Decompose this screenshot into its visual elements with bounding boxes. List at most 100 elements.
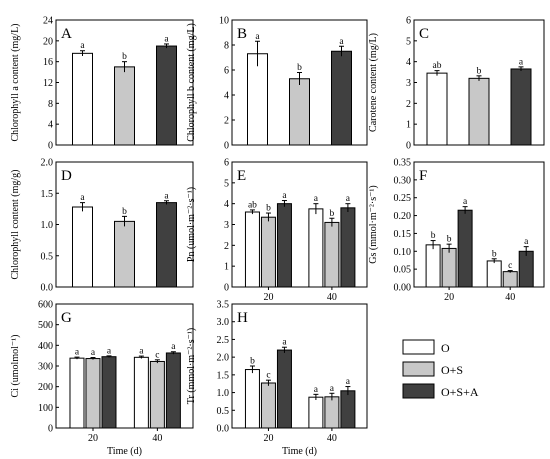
panel-letter: E (237, 168, 246, 184)
significance-letter: b (477, 66, 482, 76)
y-tick-label: 8 (48, 99, 53, 110)
panel-c: 0 1 2 3 4 5 6 Carotene content (mg/L) Cab b a (368, 16, 545, 152)
y-tick-label: 0.35 (394, 158, 412, 169)
bar (149, 360, 165, 429)
y-tick-label: 4 (224, 91, 229, 102)
significance-letter: a (463, 197, 468, 207)
panel-h: 0.0 0.5 1.0 1.5 2.0 2.5 3.0 3.5 Tr (mmol·m⁻²·s⁻¹… (186, 300, 368, 457)
panel-letter: C (419, 26, 429, 42)
bar (114, 220, 135, 288)
bar (468, 77, 490, 146)
y-tick-label: 2 (224, 116, 229, 127)
y-tick-label: 1.5 (41, 189, 54, 200)
y-tick-label: 2 (224, 241, 229, 252)
significance-letter: b (122, 52, 127, 62)
panel-letter: H (237, 310, 248, 326)
y-axis-label: Tr (mmol·m⁻²·s⁻¹) (186, 328, 197, 404)
y-tick-label: 100 (38, 403, 53, 414)
significance-letter: a (255, 32, 260, 42)
x-tick-label: 20 (263, 433, 273, 444)
y-tick-label: 16 (43, 57, 53, 68)
bar (340, 390, 356, 429)
significance-letter: c (155, 350, 159, 360)
y-tick-label: 0.15 (394, 229, 412, 240)
y-tick-label: 6 (224, 158, 229, 169)
bar (156, 45, 177, 146)
significance-letter: b (250, 357, 255, 367)
bar (510, 68, 532, 146)
y-tick-label: 1 (406, 120, 411, 131)
bar (156, 202, 177, 288)
significance-letter: c (508, 261, 512, 271)
bar (69, 357, 85, 429)
y-axis-label: Ci (umolmol⁻¹) (10, 335, 21, 398)
bar (518, 250, 534, 288)
x-axis-label: Time (d) (282, 446, 317, 457)
y-tick-label: 6 (406, 16, 411, 27)
significance-letter: a (519, 57, 524, 67)
y-tick-label: 5 (406, 36, 411, 47)
y-tick-label: 4 (224, 199, 229, 210)
y-tick-label: 0 (48, 141, 53, 152)
significance-letter: a (164, 34, 169, 44)
panel-letter: F (419, 168, 427, 184)
legend-swatch (402, 361, 435, 377)
significance-letter: b (297, 63, 302, 73)
y-tick-label: 0 (406, 141, 411, 152)
bar (276, 203, 292, 288)
significance-letter: a (171, 342, 176, 352)
legend-label: O+S (441, 363, 463, 377)
panel-a: 0 4 8 12 16 20 24 Chlorophyll a content (mg/L) A… (10, 16, 194, 152)
significance-letter: a (75, 348, 80, 358)
bar (276, 349, 292, 429)
plot-frame (231, 303, 368, 429)
y-tick-label: 4 (406, 57, 411, 68)
bar (324, 396, 340, 429)
bar (244, 211, 260, 288)
y-tick-label: 300 (38, 362, 53, 373)
x-tick-label: 20 (88, 433, 98, 444)
bar (457, 209, 473, 288)
significance-letter: c (266, 371, 270, 381)
bar (260, 216, 276, 288)
significance-letter: a (314, 385, 319, 395)
x-tick-label: 20 (263, 292, 273, 303)
bar (260, 382, 276, 429)
panel-letter: B (237, 26, 247, 42)
y-tick-label: 0 (48, 424, 53, 435)
bar (486, 260, 502, 288)
legend: O O+S O+S+A (402, 339, 479, 399)
y-axis-label: Chlorophyll b content (mg/L) (186, 23, 197, 142)
bar (425, 244, 441, 288)
bar (340, 207, 356, 288)
bar (72, 52, 93, 146)
y-tick-label: 2.0 (217, 353, 230, 364)
y-tick-label: 0.0 (217, 424, 230, 435)
legend-label: O (441, 341, 450, 355)
bar (165, 352, 181, 429)
panel-letter: G (61, 310, 72, 326)
significance-letter: b (122, 207, 127, 217)
y-tick-label: 0.10 (394, 247, 412, 258)
bar (502, 271, 518, 288)
y-tick-label: 3.5 (217, 300, 230, 311)
panel-letter: D (61, 168, 72, 184)
y-tick-label: 1.0 (41, 220, 54, 231)
y-tick-label: 10 (219, 16, 229, 27)
y-tick-label: 3.0 (217, 317, 230, 328)
significance-letter: a (164, 191, 169, 201)
y-tick-label: 200 (38, 382, 53, 393)
legend-label: O+S+A (441, 385, 479, 399)
legend-swatch (402, 383, 435, 399)
y-axis-label: Pn (umol·m⁻²·s⁻¹) (186, 187, 197, 262)
bar (247, 53, 268, 146)
y-tick-label: 600 (38, 300, 53, 311)
y-tick-label: 20 (43, 36, 53, 47)
panel-letter: A (61, 26, 72, 42)
bar (244, 369, 260, 429)
legend-swatch (402, 339, 435, 355)
y-tick-label: 0 (224, 283, 229, 294)
plot-frame (413, 161, 545, 288)
